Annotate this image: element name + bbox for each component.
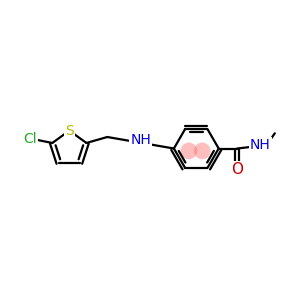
Circle shape: [194, 142, 211, 159]
Text: O: O: [231, 162, 243, 177]
Text: Cl: Cl: [23, 132, 37, 146]
Text: NH: NH: [130, 133, 151, 147]
Circle shape: [181, 142, 197, 159]
Text: S: S: [65, 124, 74, 138]
Text: NH: NH: [250, 138, 271, 152]
